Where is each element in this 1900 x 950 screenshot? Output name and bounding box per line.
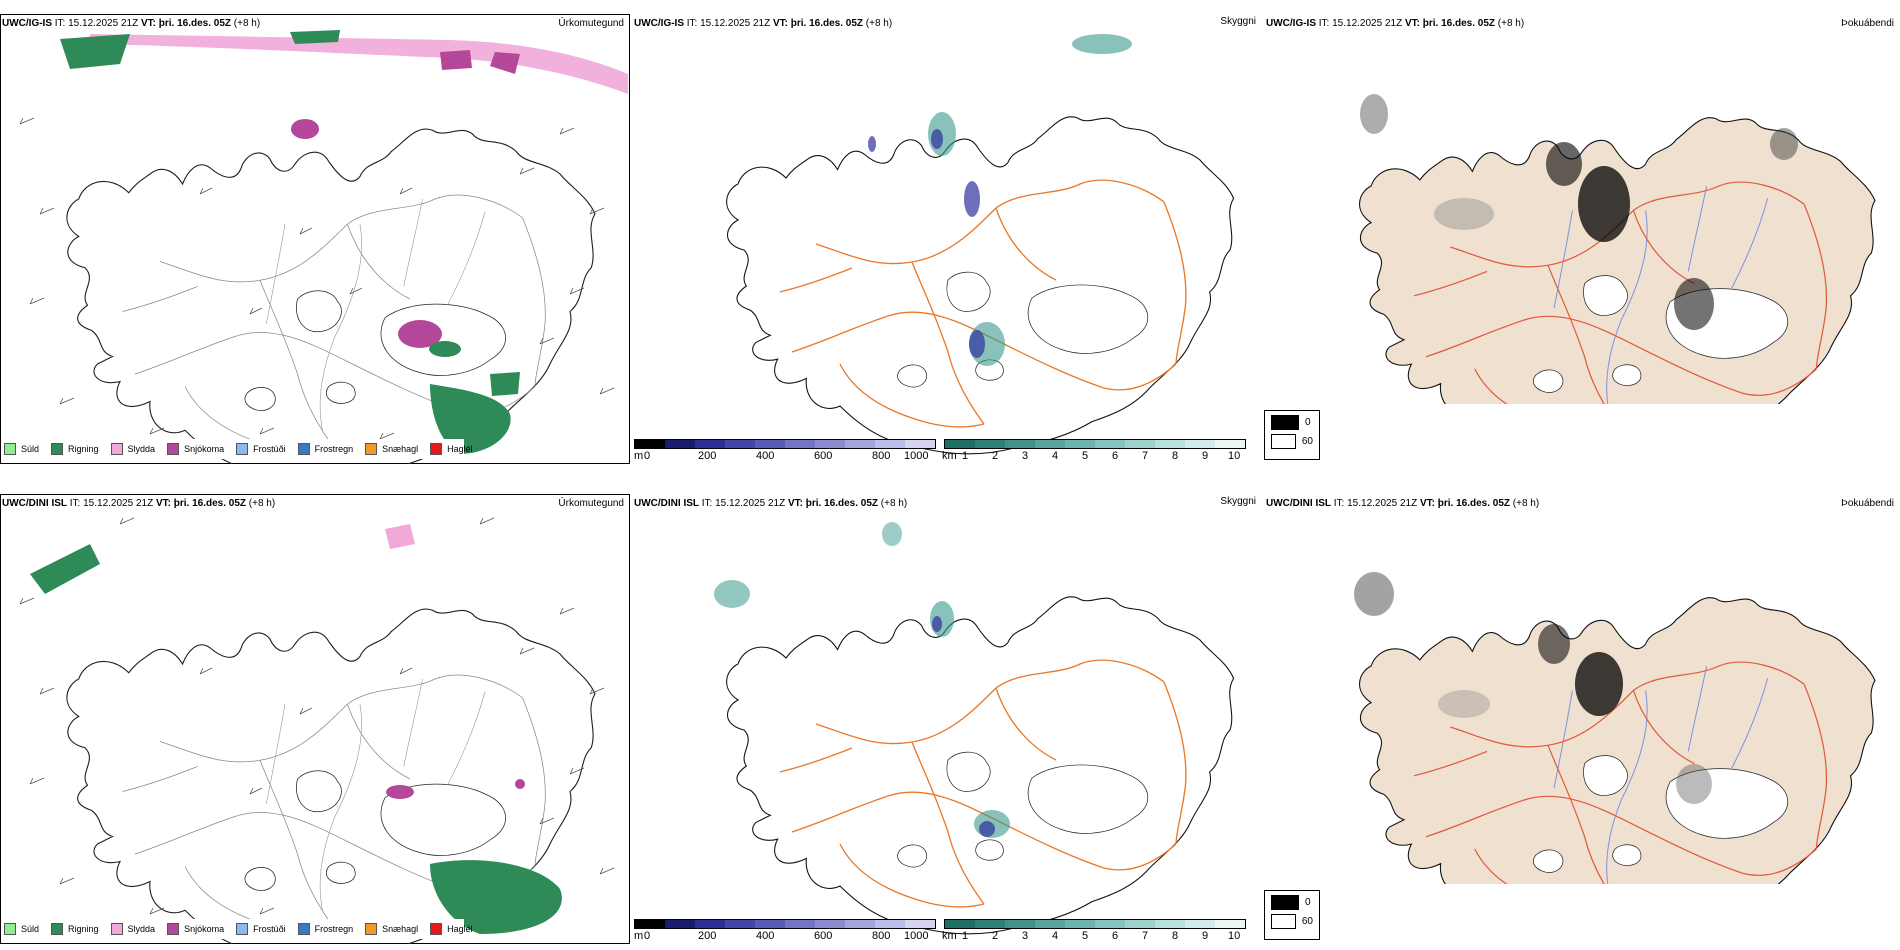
vis-tick: 6: [1112, 450, 1119, 462]
panel-title: Úrkomutegund: [558, 498, 624, 509]
ceiling-tick: 1000: [904, 930, 929, 942]
ceiling-unit: m: [634, 450, 644, 462]
panel-header: UWC/IG-IS IT: 15.12.2025 21Z VT: þri. 16…: [634, 18, 893, 29]
vis-tick: 8: [1172, 930, 1179, 942]
vis-tick: 10: [1228, 450, 1241, 462]
vis-tick: 3: [1022, 930, 1029, 942]
ceiling-tick: 0: [644, 930, 651, 942]
vis-tick: 10: [1228, 930, 1241, 942]
fog-legend-dini: 0 60: [1264, 890, 1320, 940]
panel-title: Skyggni: [1220, 16, 1256, 27]
ceiling-tick: 400: [756, 450, 775, 462]
visibility-colorbar: [944, 919, 1246, 929]
vis-tick: 1: [962, 930, 969, 942]
ceiling-tick: 0: [644, 450, 651, 462]
precip-type-panel-dini: UWC/DINI ISL IT: 15.12.2025 21Z VT: þri.…: [0, 494, 630, 944]
ceiling-tick: 600: [814, 930, 833, 942]
panel-header: UWC/IG-IS IT: 15.12.2025 21Z VT: þri. 16…: [2, 18, 261, 29]
ceiling-map-dini: [714, 522, 1235, 935]
vis-tick: 2: [992, 930, 999, 942]
vis-tick: 7: [1142, 450, 1149, 462]
vis-tick: 6: [1112, 930, 1119, 942]
precip-type-map-dini: [0, 494, 630, 944]
precip-legend: Súld Rigning Slydda Snjókoma Frostúði Fr…: [4, 439, 473, 459]
ceiling-panel-dini: UWC/DINI ISL IT: 15.12.2025 21Z VT: þri.…: [632, 494, 1262, 944]
ceiling-colorbar: [634, 439, 936, 449]
ceiling-panel-ig: UWC/IG-IS IT: 15.12.2025 21Z VT: þri. 16…: [632, 14, 1262, 464]
vis-tick: 4: [1052, 450, 1059, 462]
fog-map-dini: [1354, 572, 1876, 884]
panel-title: Þokuábendi: [1841, 498, 1894, 509]
fog-panel-dini: UWC/DINI ISL IT: 15.12.2025 21Z VT: þri.…: [1264, 494, 1900, 884]
ceiling-tick: 600: [814, 450, 833, 462]
precip-type-panel-ig: UWC/IG-IS IT: 15.12.2025 21Z VT: þri. 16…: [0, 14, 630, 464]
vis-tick: 2: [992, 450, 999, 462]
vis-tick: 4: [1052, 930, 1059, 942]
panel-title: Úrkomutegund: [558, 18, 624, 29]
vis-tick: 1: [962, 450, 969, 462]
panel-header: UWC/DINI ISL IT: 15.12.2025 21Z VT: þri.…: [1266, 498, 1540, 509]
panel-title: Þokuábendi: [1841, 18, 1894, 29]
ceiling-map-ig: [726, 34, 1235, 455]
ceiling-tick: 200: [698, 930, 717, 942]
fog-panel-ig: UWC/IG-IS IT: 15.12.2025 21Z VT: þri. 16…: [1264, 14, 1900, 404]
ceiling-tick: 800: [872, 450, 891, 462]
ceiling-tick: 200: [698, 450, 717, 462]
precip-type-map-ig: [0, 14, 630, 464]
vis-tick: 7: [1142, 930, 1149, 942]
ceiling-colorbar: [634, 919, 936, 929]
ceiling-unit: m: [634, 930, 644, 942]
panel-header: UWC/DINI ISL IT: 15.12.2025 21Z VT: þri.…: [2, 498, 276, 509]
precip-legend: Súld Rigning Slydda Snjókoma Frostúði Fr…: [4, 919, 473, 939]
ceiling-tick: 400: [756, 930, 775, 942]
visibility-unit: km: [942, 930, 957, 942]
vis-tick: 9: [1202, 930, 1209, 942]
panel-header: UWC/DINI ISL IT: 15.12.2025 21Z VT: þri.…: [634, 498, 908, 509]
fog-legend-ig: 0 60: [1264, 410, 1320, 460]
ceiling-tick: 800: [872, 930, 891, 942]
visibility-colorbar: [944, 439, 1246, 449]
fog-map-ig: [1358, 94, 1876, 404]
vis-tick: 9: [1202, 450, 1209, 462]
panel-header: UWC/IG-IS IT: 15.12.2025 21Z VT: þri. 16…: [1266, 18, 1525, 29]
vis-tick: 8: [1172, 450, 1179, 462]
vis-tick: 5: [1082, 930, 1089, 942]
vis-tick: 3: [1022, 450, 1029, 462]
visibility-unit: km: [942, 450, 957, 462]
panel-title: Skyggni: [1220, 496, 1256, 507]
vis-tick: 5: [1082, 450, 1089, 462]
ceiling-tick: 1000: [904, 450, 929, 462]
